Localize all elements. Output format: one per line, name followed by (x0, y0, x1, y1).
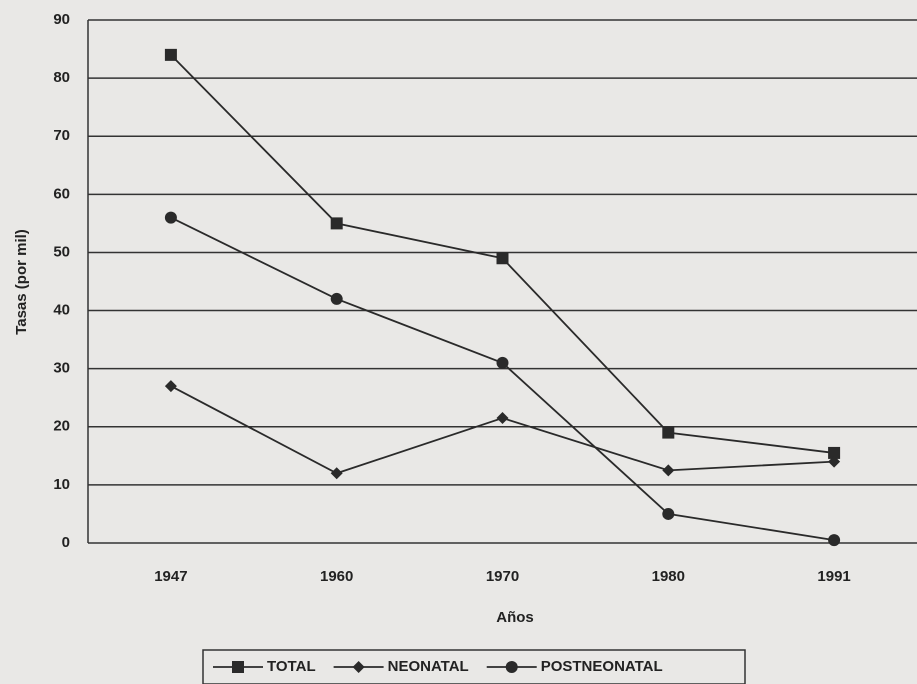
legend-label: POSTNEONATAL (541, 658, 663, 675)
marker (662, 507, 675, 520)
y-tick-label: 40 (53, 302, 70, 319)
marker (496, 412, 509, 425)
y-tick-label: 80 (53, 69, 70, 86)
marker (352, 661, 365, 673)
marker (662, 464, 675, 477)
y-tick-label: 20 (53, 418, 70, 435)
series-line (170, 385, 835, 475)
x-tick-label: 1970 (486, 568, 519, 585)
marker (164, 48, 177, 61)
marker (496, 252, 509, 265)
x-tick-label: 1947 (154, 568, 187, 585)
marker (164, 380, 177, 393)
marker (828, 455, 841, 468)
marker (505, 661, 518, 673)
marker (330, 217, 343, 230)
y-tick-label: 70 (53, 127, 70, 144)
legend-label: NEONATAL (388, 658, 469, 675)
legend: TOTAL NEONATAL POSTNEONATAL (202, 649, 746, 684)
y-axis-label: Tasas (por mil) (13, 229, 30, 335)
y-tick-label: 50 (53, 243, 70, 260)
legend-label: TOTAL (267, 658, 316, 675)
x-tick-label: 1991 (817, 568, 850, 585)
marker (232, 661, 244, 673)
marker (164, 211, 177, 224)
marker (330, 292, 343, 305)
marker (828, 534, 841, 547)
legend-box (202, 649, 746, 684)
series-line (170, 216, 835, 541)
y-tick-label: 0 (62, 534, 70, 551)
marker (662, 426, 675, 439)
marker (828, 446, 841, 459)
y-tick-label: 10 (53, 476, 70, 493)
y-tick-label: 30 (53, 360, 70, 377)
x-tick-label: 1980 (652, 568, 685, 585)
x-tick-label: 1960 (320, 568, 353, 585)
y-tick-label: 90 (53, 11, 70, 28)
marker (496, 356, 509, 369)
x-axis-label: Años (496, 609, 534, 626)
y-tick-label: 60 (53, 185, 70, 202)
marker (330, 467, 343, 480)
